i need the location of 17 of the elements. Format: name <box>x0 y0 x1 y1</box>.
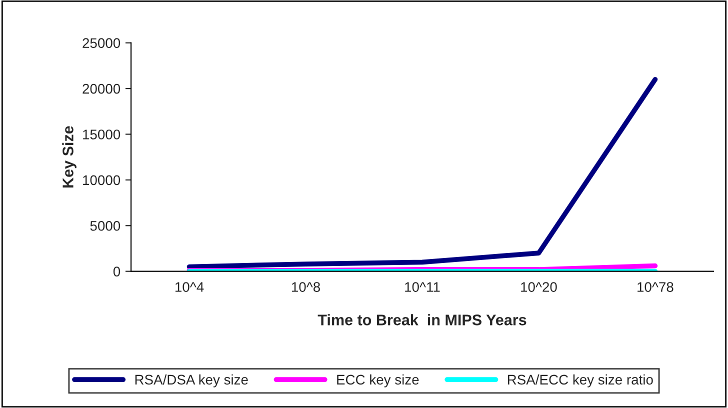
y-tick-label: 25000 <box>82 38 120 48</box>
y-axis-title: Key Size <box>62 126 76 188</box>
legend-label: RSA/DSA key size <box>135 374 248 388</box>
x-tick-label: 10^8 <box>292 282 320 292</box>
x-tick-label: 10^20 <box>521 282 557 292</box>
legend-label: ECC key size <box>337 374 419 388</box>
y-tick-label: 20000 <box>82 84 120 94</box>
y-tick-label: 15000 <box>83 130 120 140</box>
y-tick-label: 5000 <box>90 220 120 231</box>
x-tick-label: 10^78 <box>638 282 674 292</box>
legend-label: RSA/ECC key size ratio <box>508 374 653 388</box>
line-series <box>186 76 658 270</box>
y-tick-label: 10000 <box>83 175 120 186</box>
x-tick-label: 10^4 <box>175 282 204 292</box>
y-tick-label: 0 <box>113 266 120 276</box>
x-tick-label: 10^11 <box>405 282 440 292</box>
x-axis-title: Time to Break in MIPS Years <box>318 314 526 326</box>
